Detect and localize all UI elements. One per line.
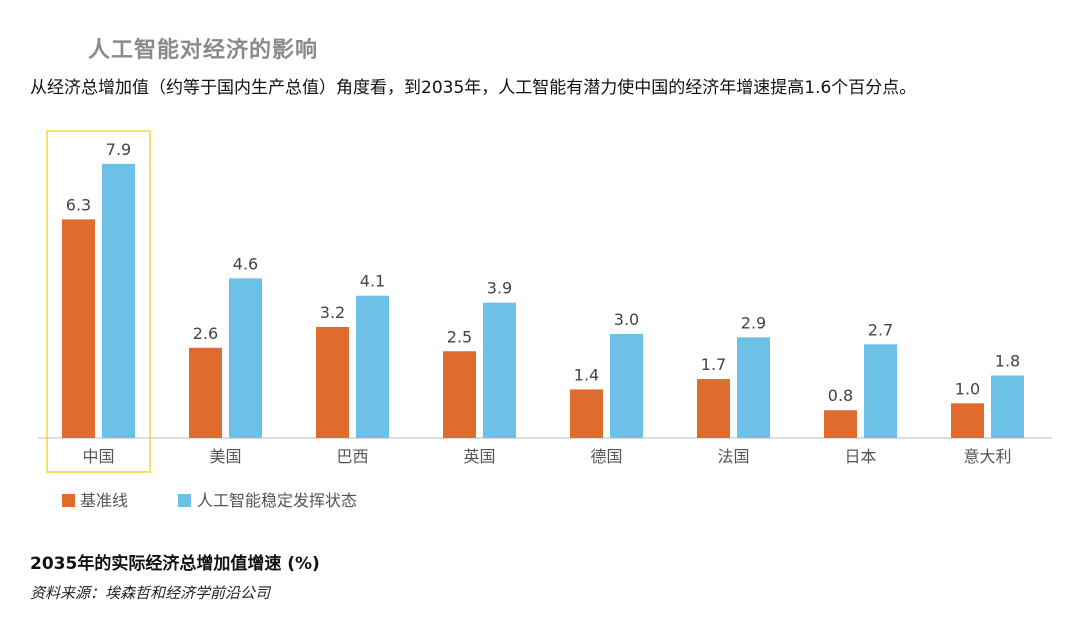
bar-baseline-7 [951, 403, 984, 438]
data-label: 1.8 [995, 352, 1020, 371]
chart-caption: 2035年的实际经济总增加值增速 (%) [30, 554, 320, 574]
category-label: 巴西 [336, 447, 368, 466]
chart-subtitle: 从经济总增加值（约等于国内生产总值）角度看，到2035年，人工智能有潜力使中国的… [30, 78, 917, 98]
bar-baseline-5 [697, 379, 730, 438]
bar-ai-2 [356, 295, 389, 438]
data-label: 1.7 [701, 355, 726, 374]
bar-baseline-3 [443, 351, 476, 438]
legend-label-baseline: 基准线 [80, 491, 128, 510]
data-label: 4.1 [360, 272, 385, 291]
data-label: 2.7 [868, 320, 893, 339]
category-label: 法国 [717, 447, 749, 466]
data-label: 1.4 [574, 365, 599, 384]
data-label: 4.6 [233, 254, 258, 273]
data-label: 7.9 [106, 140, 131, 159]
category-label: 英国 [463, 447, 495, 466]
bar-ai-7 [991, 375, 1024, 438]
legend-swatch-baseline [62, 494, 75, 507]
category-label: 中国 [82, 447, 114, 466]
bar-ai-0 [102, 163, 135, 438]
bar-baseline-4 [570, 389, 603, 438]
bar-chart: 6.3 7.9 中国 2.6 4.6 美国 3.2 4.1 巴西 2.5 3.9 英国 1.4 3.0 德国… [38, 130, 1052, 510]
bar-ai-1 [229, 278, 262, 438]
category-label: 德国 [590, 447, 622, 466]
data-label: 6.3 [66, 195, 91, 214]
data-label: 2.6 [193, 324, 218, 343]
legend-label-ai: 人工智能稳定发挥状态 [197, 491, 357, 510]
bar-baseline-6 [824, 410, 857, 438]
data-label: 3.9 [487, 279, 512, 298]
data-label: 1.0 [955, 379, 980, 398]
highlight-box [46, 130, 151, 473]
data-label: 3.2 [320, 303, 345, 322]
bar-ai-6 [864, 344, 897, 438]
data-label: 2.5 [447, 327, 472, 346]
bar-baseline-1 [189, 347, 222, 438]
bar-ai-3 [483, 302, 516, 438]
category-label: 意大利 [963, 447, 1011, 466]
bar-ai-5 [737, 337, 770, 438]
chart-title: 人工智能对经济的影响 [88, 38, 319, 63]
data-label: 0.8 [828, 386, 853, 405]
source-note: 资料来源：埃森哲和经济学前沿公司 [30, 584, 271, 602]
legend-swatch-ai [178, 494, 191, 507]
category-label: 美国 [209, 447, 241, 466]
category-label: 日本 [844, 447, 876, 466]
data-label: 3.0 [614, 310, 639, 329]
bar-baseline-2 [316, 326, 349, 438]
data-label: 2.9 [741, 313, 766, 332]
bar-ai-4 [610, 333, 643, 438]
bar-baseline-0 [62, 219, 95, 438]
